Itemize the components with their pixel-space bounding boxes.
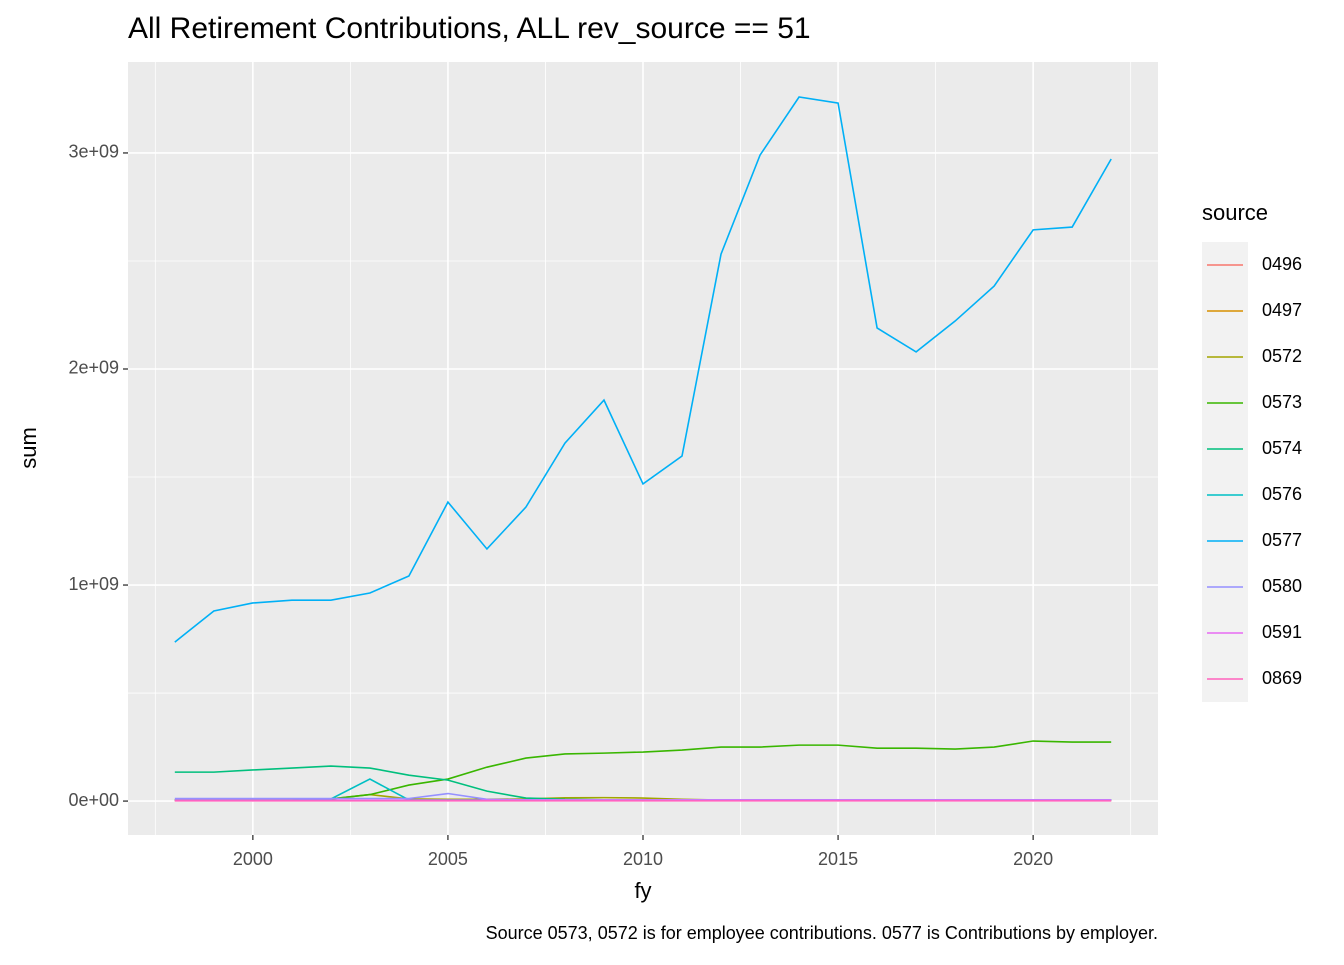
y-tick-label: 3e+09	[68, 142, 119, 162]
chart-title: All Retirement Contributions, ALL rev_so…	[128, 12, 811, 45]
y-tick-label: 1e+09	[68, 574, 119, 594]
legend-label: 0574	[1262, 438, 1302, 458]
legend-label: 0497	[1262, 300, 1302, 320]
legend-keys	[1202, 242, 1248, 702]
y-tick-label: 2e+09	[68, 358, 119, 378]
legend-label: 0576	[1262, 484, 1302, 504]
x-tick-label: 2015	[818, 849, 858, 869]
caption: Source 0573, 0572 is for employee contri…	[486, 923, 1158, 943]
x-tick-label: 2000	[233, 849, 273, 869]
series-line	[174, 96, 1112, 643]
legend-label: 0573	[1262, 392, 1302, 412]
x-tick-label: 2010	[623, 849, 663, 869]
y-tick-label: 0e+00	[68, 790, 119, 810]
legend-label: 0869	[1262, 668, 1302, 688]
y-axis-title: sum	[16, 427, 41, 469]
legend-label: 0577	[1262, 530, 1302, 550]
x-tick-label: 2005	[428, 849, 468, 869]
legend-title: source	[1202, 200, 1268, 225]
legend-label: 0580	[1262, 576, 1302, 596]
legend-label: 0591	[1262, 622, 1302, 642]
legend-label: 0572	[1262, 346, 1302, 366]
x-tick-label: 2020	[1013, 849, 1053, 869]
x-axis-title: fy	[634, 878, 651, 903]
legend-label: 0496	[1262, 254, 1302, 274]
